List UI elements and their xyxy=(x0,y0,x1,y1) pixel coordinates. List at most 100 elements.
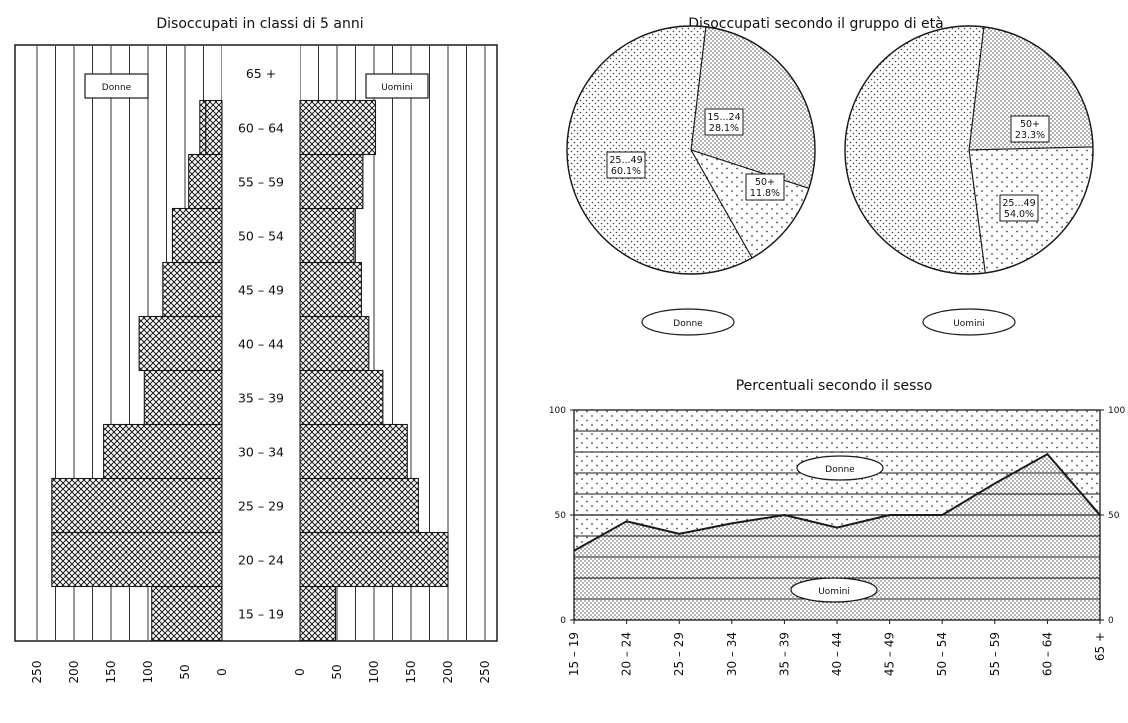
y-tick-left: 50 xyxy=(555,511,567,521)
bar-donne xyxy=(188,153,223,210)
bar-donne xyxy=(143,369,223,426)
pie-slice-label: 50+ xyxy=(755,177,775,188)
bar-uomini xyxy=(299,585,337,642)
area-donne-oval: Donne xyxy=(796,455,884,481)
x-tick-right: 250 xyxy=(478,661,492,684)
bar-uomini xyxy=(299,99,377,156)
bar-donne xyxy=(138,315,223,372)
bar-uomini xyxy=(299,531,449,588)
age-class-label: 40 – 44 xyxy=(238,337,284,352)
age-class-label: 30 – 34 xyxy=(238,445,284,460)
bar-uomini xyxy=(299,423,408,480)
age-class-label: 65 + xyxy=(246,66,276,81)
pie-label-box xyxy=(606,151,646,179)
y-tick-right: 0 xyxy=(1108,616,1114,626)
bar-donne xyxy=(51,477,223,534)
pie-donne-name: Donne xyxy=(673,319,703,329)
pyramid-x-ticks: 250 200 150 100 50 0 0 50 100 150 200 250 xyxy=(30,661,492,684)
x-tick-label: 60 – 64 xyxy=(1040,632,1054,676)
x-tick-label: 65 + xyxy=(1093,632,1107,661)
bar-donne xyxy=(103,423,223,480)
age-class-label: 45 – 49 xyxy=(238,283,284,298)
pie-label-box xyxy=(999,194,1039,222)
x-tick-left: 0 xyxy=(215,668,229,676)
x-tick-right: 50 xyxy=(330,664,344,679)
pie-donne-name-oval: Donne xyxy=(641,308,735,336)
area-uomini-oval: Uomini xyxy=(790,577,878,603)
x-tick-label: 15 – 19 xyxy=(567,632,581,676)
pie-slice-pct: 23.3% xyxy=(1015,130,1045,141)
pyramid-age-labels: 15 – 19 20 – 24 25 – 29 30 – 34 35 – 39 40 – … xyxy=(238,66,284,622)
pie-slice-pct: 11.8% xyxy=(750,188,780,199)
age-class-label: 50 – 54 xyxy=(238,229,284,244)
x-tick-label: 50 – 54 xyxy=(935,632,949,676)
pie-uomini-name: Uomini xyxy=(953,319,985,329)
area-title: Percentuali secondo il sesso xyxy=(736,378,933,394)
age-class-label: 25 – 29 xyxy=(238,499,284,514)
x-tick-left: 200 xyxy=(67,661,81,684)
pie-outline xyxy=(844,25,1094,275)
age-class-label: 20 – 24 xyxy=(238,553,284,568)
bar-donne xyxy=(51,531,223,588)
pie-slice-label: 25...49 xyxy=(609,155,642,166)
pie-slice-pct: 60.1% xyxy=(611,166,641,177)
bar-donne xyxy=(205,99,223,156)
bar-uomini xyxy=(299,369,384,426)
pie-slice-pct: 54.0% xyxy=(1004,209,1034,220)
y-tick-left: 100 xyxy=(549,406,566,416)
x-tick-right: 100 xyxy=(367,661,381,684)
x-tick-label: 35 – 39 xyxy=(777,632,791,676)
pyramid-title: Disoccupati in classi di 5 anni xyxy=(156,16,363,32)
area-boundary-line xyxy=(573,452,1101,552)
age-class-label: 55 – 59 xyxy=(238,175,284,190)
bar-uomini xyxy=(299,153,364,210)
legend-uomini-box: Uomini xyxy=(365,73,429,99)
age-class-label: 35 – 39 xyxy=(238,391,284,406)
x-tick-left: 150 xyxy=(104,661,118,684)
x-tick-right: 150 xyxy=(404,661,418,684)
x-tick-label: 30 – 34 xyxy=(725,632,739,676)
x-tick-label: 55 – 59 xyxy=(988,632,1002,676)
age-class-label: 15 – 19 xyxy=(238,607,284,622)
pyramid-center-band xyxy=(222,46,300,640)
x-tick-label: 40 – 44 xyxy=(830,632,844,676)
pie-slice-label: 25...49 xyxy=(1002,198,1035,209)
x-tick-right: 0 xyxy=(293,668,307,676)
y-tick-left: 0 xyxy=(560,616,566,626)
x-tick-label: 25 – 29 xyxy=(672,632,686,676)
x-tick-right: 200 xyxy=(441,661,455,684)
pie-uomini-name-oval: Uomini xyxy=(922,308,1016,336)
area-uomini-label: Uomini xyxy=(818,587,850,597)
pie-label-box xyxy=(745,173,785,201)
pies-title: Disoccupati secondo il gruppo di età xyxy=(688,16,943,32)
x-tick-left: 250 xyxy=(30,661,44,684)
bar-uomini xyxy=(299,477,419,534)
age-class-label: 60 – 64 xyxy=(238,121,284,136)
x-tick-left: 100 xyxy=(141,661,155,684)
pie-slice-pct: 28.1% xyxy=(709,123,739,134)
pie-slice-label: 15...24 xyxy=(707,112,740,123)
bar-donne xyxy=(151,585,223,642)
x-tick-left: 50 xyxy=(178,664,192,679)
y-tick-right: 100 xyxy=(1108,406,1125,416)
bar-donne xyxy=(171,207,223,264)
bar-uomini xyxy=(299,261,362,318)
pie-slice xyxy=(844,25,986,275)
bar-donne xyxy=(162,261,223,318)
area-uomini-fill xyxy=(574,454,1100,620)
legend-uomini-label: Uomini xyxy=(381,83,413,93)
area-donne-label: Donne xyxy=(825,465,855,475)
bar-uomini xyxy=(299,315,370,372)
legend-donne-label: Donne xyxy=(102,83,132,93)
pie-outline xyxy=(566,25,816,275)
pyramid-bars xyxy=(51,99,449,642)
pyramid-frame xyxy=(14,44,498,642)
pie-label-box xyxy=(704,108,744,136)
x-tick-label: 45 – 49 xyxy=(883,632,897,676)
x-tick-label: 20 – 24 xyxy=(620,632,634,676)
pie-slice-label: 50+ xyxy=(1020,119,1040,130)
bar-uomini xyxy=(299,207,355,264)
